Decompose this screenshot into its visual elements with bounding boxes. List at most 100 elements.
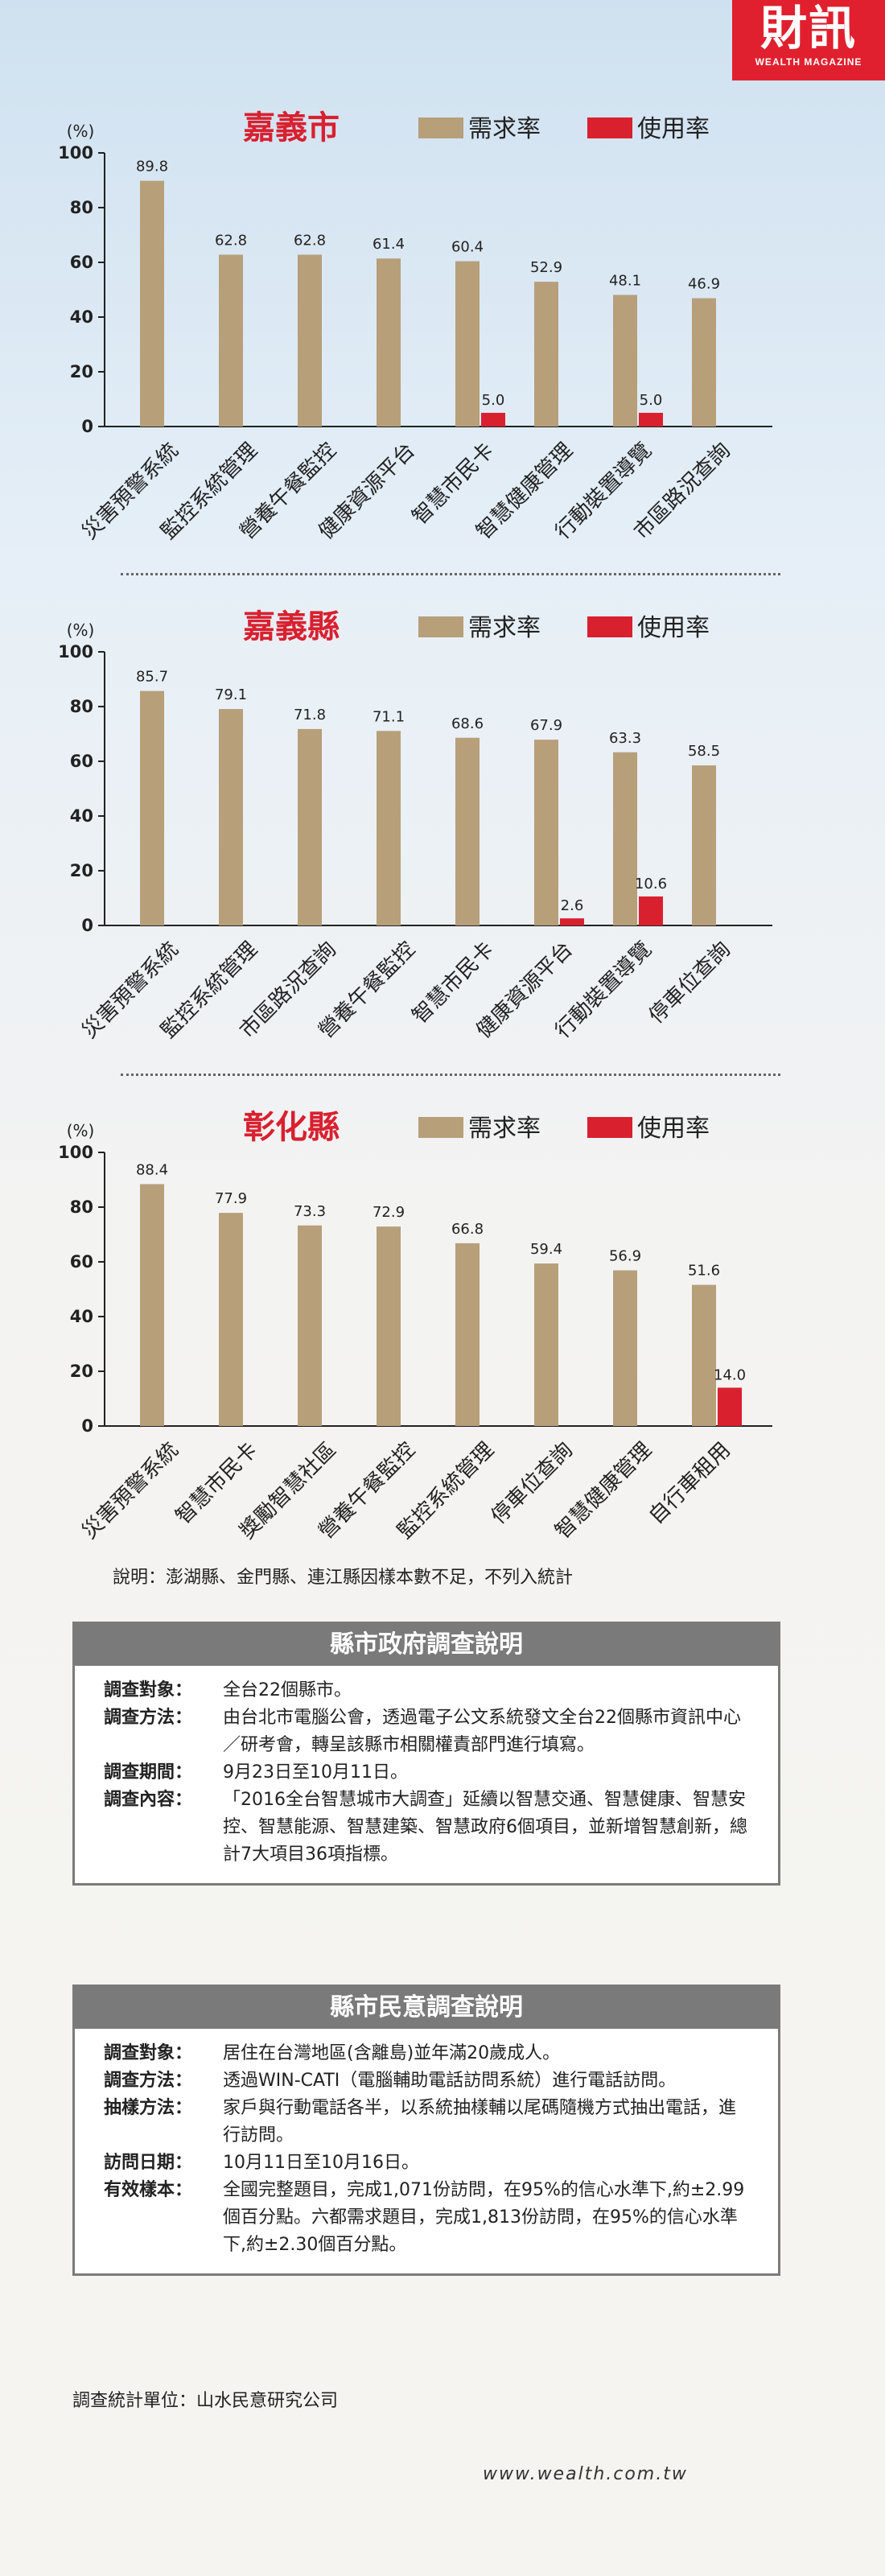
bar-demand	[298, 254, 322, 427]
legend-label-demand: 需求率	[468, 1115, 541, 1143]
chart-title: 彰化縣	[243, 1109, 340, 1146]
legend-swatch-demand	[418, 117, 463, 138]
public-survey-row-value: 家戶與行動電話各半，以系統抽樣輔以尾碼隨機方式抽出電話，進行訪問。	[223, 2098, 737, 2145]
data-label-demand: 77.9	[215, 1190, 247, 1207]
bar-demand	[140, 180, 164, 427]
public-survey-row: 調查對象： 居住在台灣地區(含離島)並年滿20歲成人。	[104, 2040, 749, 2067]
y-tick-label: 20	[70, 362, 93, 381]
data-label-demand: 60.4	[451, 239, 484, 256]
bar-usage	[718, 1387, 742, 1426]
logo-sub-text: WEALTH MAGAZINE	[755, 56, 862, 68]
data-label-usage: 5.0	[640, 392, 663, 409]
y-tick-label: 100	[58, 143, 93, 163]
y-tick-label: 20	[70, 861, 93, 880]
chart-title: 嘉義市	[243, 109, 340, 146]
data-label-usage: 10.6	[635, 876, 667, 892]
gov-survey-title: 縣市政府調查說明	[75, 1624, 778, 1666]
gov-survey-row-value: 「2016全台智慧城市大調查」延續以智慧交通、智慧健康、智慧安控、智慧能源、智慧…	[223, 1790, 747, 1865]
gov-survey-row-value: 全台22個縣市。	[223, 1680, 352, 1700]
data-label-demand: 56.9	[609, 1248, 641, 1265]
bar-demand	[692, 765, 716, 925]
legend-swatch-demand	[418, 1117, 463, 1138]
legend-label-demand: 需求率	[468, 115, 541, 143]
y-axis-unit: (%)	[67, 122, 95, 141]
y-tick-label: 40	[70, 307, 93, 327]
y-tick-label: 0	[81, 1416, 93, 1436]
public-survey-row-label: 訪問日期：	[104, 2153, 193, 2173]
public-survey-row-value: 10月11日至10月16日。	[223, 2153, 419, 2173]
data-label-demand: 71.1	[373, 708, 405, 725]
data-label-demand: 62.8	[215, 232, 247, 249]
public-survey-row-value: 居住在台灣地區(含離島)並年滿20歲成人。	[223, 2043, 561, 2063]
legend-swatch-usage	[587, 1117, 632, 1138]
bar-usage	[639, 413, 663, 427]
y-tick-label: 0	[81, 916, 93, 935]
bar-demand	[534, 740, 558, 925]
bar-demand	[613, 1270, 637, 1426]
public-survey-panel: 縣市民意調查說明 調查對象： 居住在台灣地區(含離島)並年滿20歲成人。 調查方法：…	[72, 1985, 780, 2276]
bar-demand	[377, 731, 401, 925]
y-tick-label: 100	[58, 1143, 93, 1162]
data-label-demand: 68.6	[451, 715, 484, 732]
y-tick-label: 60	[70, 752, 93, 771]
gov-survey-row-label: 調查內容：	[104, 1790, 193, 1810]
y-tick-label: 40	[70, 806, 93, 826]
y-tick-label: 20	[70, 1362, 93, 1381]
x-tick-label: 災害預警系統	[77, 1438, 183, 1544]
public-survey-row-value: 全國完整題目，完成1,071份訪問，在95%的信心水準下,約±2.99個百分點。…	[223, 2180, 745, 2255]
gov-survey-row-value: 由台北市電腦公會，透過電子公文系統發文全台22個縣市資訊中心／研考會，轉呈該縣市…	[223, 1708, 741, 1755]
gov-survey-row-value: 9月23日至10月11日。	[223, 1762, 408, 1783]
legend-swatch-usage	[587, 117, 632, 138]
x-tick-label: 停車位查詢	[644, 938, 735, 1028]
bar-usage	[639, 896, 663, 925]
bar-demand	[534, 282, 558, 427]
chart-note: 說明：澎湖縣、金門縣、連江縣因樣本數不足，不列入統計	[113, 1568, 574, 1588]
data-label-usage: 5.0	[482, 392, 505, 409]
y-tick-label: 0	[81, 417, 93, 436]
chart-separator	[121, 1074, 780, 1076]
data-label-demand: 88.4	[136, 1161, 168, 1178]
data-label-usage: 2.6	[561, 897, 584, 914]
data-label-demand: 72.9	[373, 1204, 405, 1221]
data-label-demand: 58.5	[688, 743, 720, 760]
y-tick-label: 60	[70, 1252, 93, 1272]
data-label-demand: 48.1	[609, 272, 641, 289]
bar-usage	[560, 918, 584, 925]
bar-demand	[219, 254, 243, 427]
gov-survey-panel: 縣市政府調查說明 調查對象： 全台22個縣市。 調查方法： 由台北市電腦公會，透過電子…	[72, 1622, 780, 1886]
chart-title: 嘉義縣	[243, 608, 340, 645]
data-label-usage: 14.0	[714, 1366, 746, 1383]
bar-usage	[481, 413, 505, 427]
bar-demand	[298, 728, 322, 925]
public-survey-row-label: 有效樣本：	[104, 2180, 193, 2200]
chart-separator	[121, 573, 780, 575]
public-survey-row: 訪問日期： 10月11日至10月16日。	[104, 2149, 749, 2177]
data-label-demand: 46.9	[688, 276, 720, 293]
website-url: www.wealth.com.tw	[483, 2464, 688, 2484]
data-label-demand: 59.4	[530, 1241, 562, 1258]
survey-unit: 調查統計單位：山水民意研究公司	[72, 2391, 339, 2411]
legend-label-demand: 需求率	[468, 614, 541, 642]
public-survey-rows: 調查對象： 居住在台灣地區(含離島)並年滿20歲成人。 調查方法： 透過WIN-CAT…	[75, 2029, 778, 2273]
bar-demand	[298, 1225, 322, 1426]
public-survey-row: 調查方法： 透過WIN-CATI（電腦輔助電話訪問系統）進行電話訪問。	[104, 2067, 749, 2095]
y-axis-unit: (%)	[67, 1121, 95, 1140]
bar-demand	[377, 258, 401, 427]
data-label-demand: 66.8	[451, 1221, 484, 1238]
legend-label-usage: 使用率	[637, 115, 710, 143]
data-label-demand: 63.3	[609, 730, 641, 747]
gov-survey-row-label: 調查期間：	[104, 1762, 193, 1783]
y-tick-label: 60	[70, 253, 93, 272]
legend-swatch-demand	[418, 616, 463, 637]
bar-demand	[455, 1243, 480, 1426]
y-tick-label: 80	[70, 198, 93, 217]
data-label-demand: 89.8	[136, 159, 168, 175]
bar-demand	[140, 1184, 164, 1426]
data-label-demand: 52.9	[530, 259, 562, 276]
gov-survey-row-label: 調查方法：	[104, 1708, 193, 1728]
y-tick-label: 40	[70, 1307, 93, 1326]
data-label-demand: 51.6	[688, 1263, 720, 1280]
bar-demand	[455, 261, 480, 427]
bar-demand	[219, 1213, 243, 1426]
